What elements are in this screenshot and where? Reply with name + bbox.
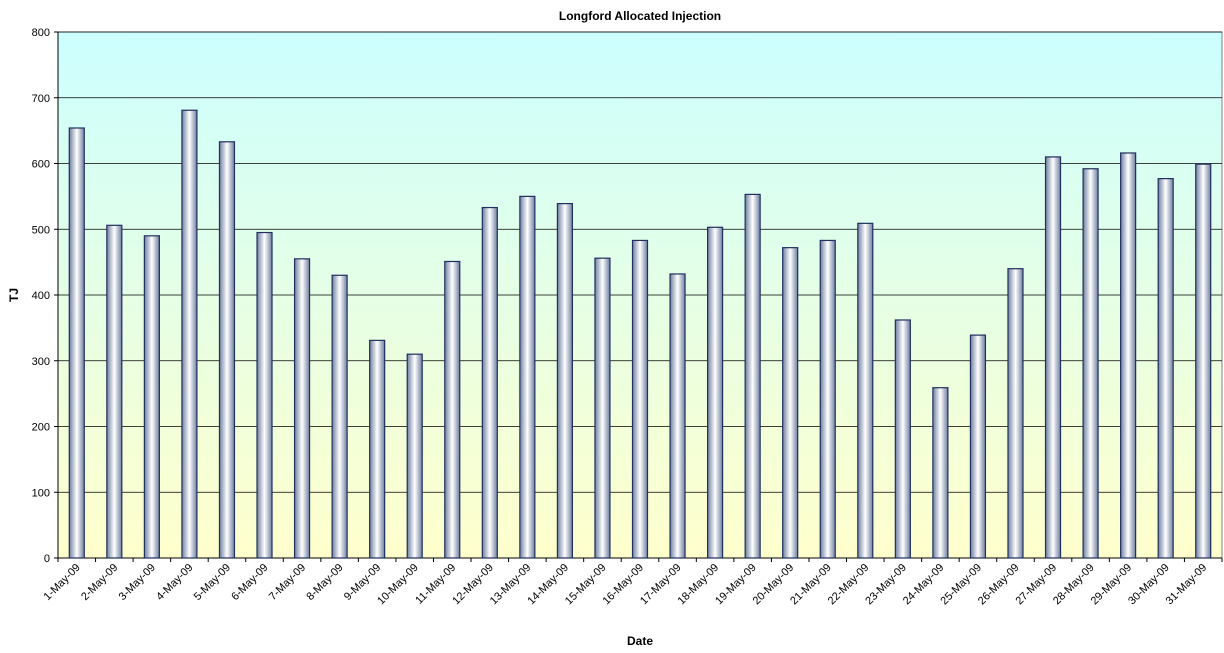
bar	[369, 339, 386, 559]
x-tick-label: 6-May-09	[229, 562, 270, 603]
bar	[932, 387, 949, 559]
y-tick-label: 400	[32, 290, 50, 302]
x-axis-label: Date	[627, 634, 653, 648]
bar	[631, 239, 649, 559]
bar	[744, 193, 761, 559]
bar	[969, 334, 987, 559]
x-tick-label: 10-May-09	[375, 562, 421, 608]
y-tick-label: 300	[32, 356, 50, 368]
x-tick-label: 1-May-09	[42, 562, 83, 603]
bar	[1082, 168, 1099, 559]
x-tick-label: 7-May-09	[267, 562, 308, 603]
bar	[1044, 156, 1062, 559]
bar	[594, 257, 611, 559]
y-tick-label: 100	[32, 487, 50, 499]
y-tick-label: 200	[32, 422, 50, 434]
bar	[481, 206, 498, 559]
y-axis-label: TJ	[7, 288, 21, 302]
bar	[1007, 268, 1024, 559]
y-tick-label: 0	[44, 553, 50, 565]
bar	[444, 260, 461, 559]
x-tick-label: 3-May-09	[117, 562, 158, 603]
bar	[894, 319, 911, 559]
x-tick-label: 2-May-09	[79, 562, 120, 603]
x-tick-label: 5-May-09	[192, 562, 233, 603]
bar	[143, 235, 160, 559]
bar	[706, 226, 724, 559]
x-tick-label: 31-May-09	[1164, 562, 1210, 608]
bar	[819, 239, 836, 559]
bar	[857, 222, 874, 559]
bar	[256, 231, 273, 559]
y-tick-label: 700	[32, 93, 50, 105]
x-tick-label: 4-May-09	[154, 562, 195, 603]
chart-title: Longford Allocated Injection	[559, 9, 721, 23]
x-tick-label: 8-May-09	[304, 562, 345, 603]
bar	[782, 247, 799, 559]
bar	[1157, 178, 1174, 559]
bar	[519, 195, 536, 559]
bar	[181, 109, 198, 559]
bar	[669, 273, 686, 559]
y-tick-label: 600	[32, 159, 50, 171]
bar	[406, 353, 423, 559]
bar	[331, 274, 348, 559]
y-tick-label: 500	[32, 224, 50, 236]
bar	[106, 224, 123, 559]
bar	[1195, 163, 1212, 559]
y-tick-label: 800	[32, 27, 50, 39]
bar	[218, 141, 236, 559]
bar	[1120, 152, 1137, 559]
bar	[68, 127, 85, 559]
bar	[556, 203, 574, 559]
bar	[293, 258, 311, 559]
